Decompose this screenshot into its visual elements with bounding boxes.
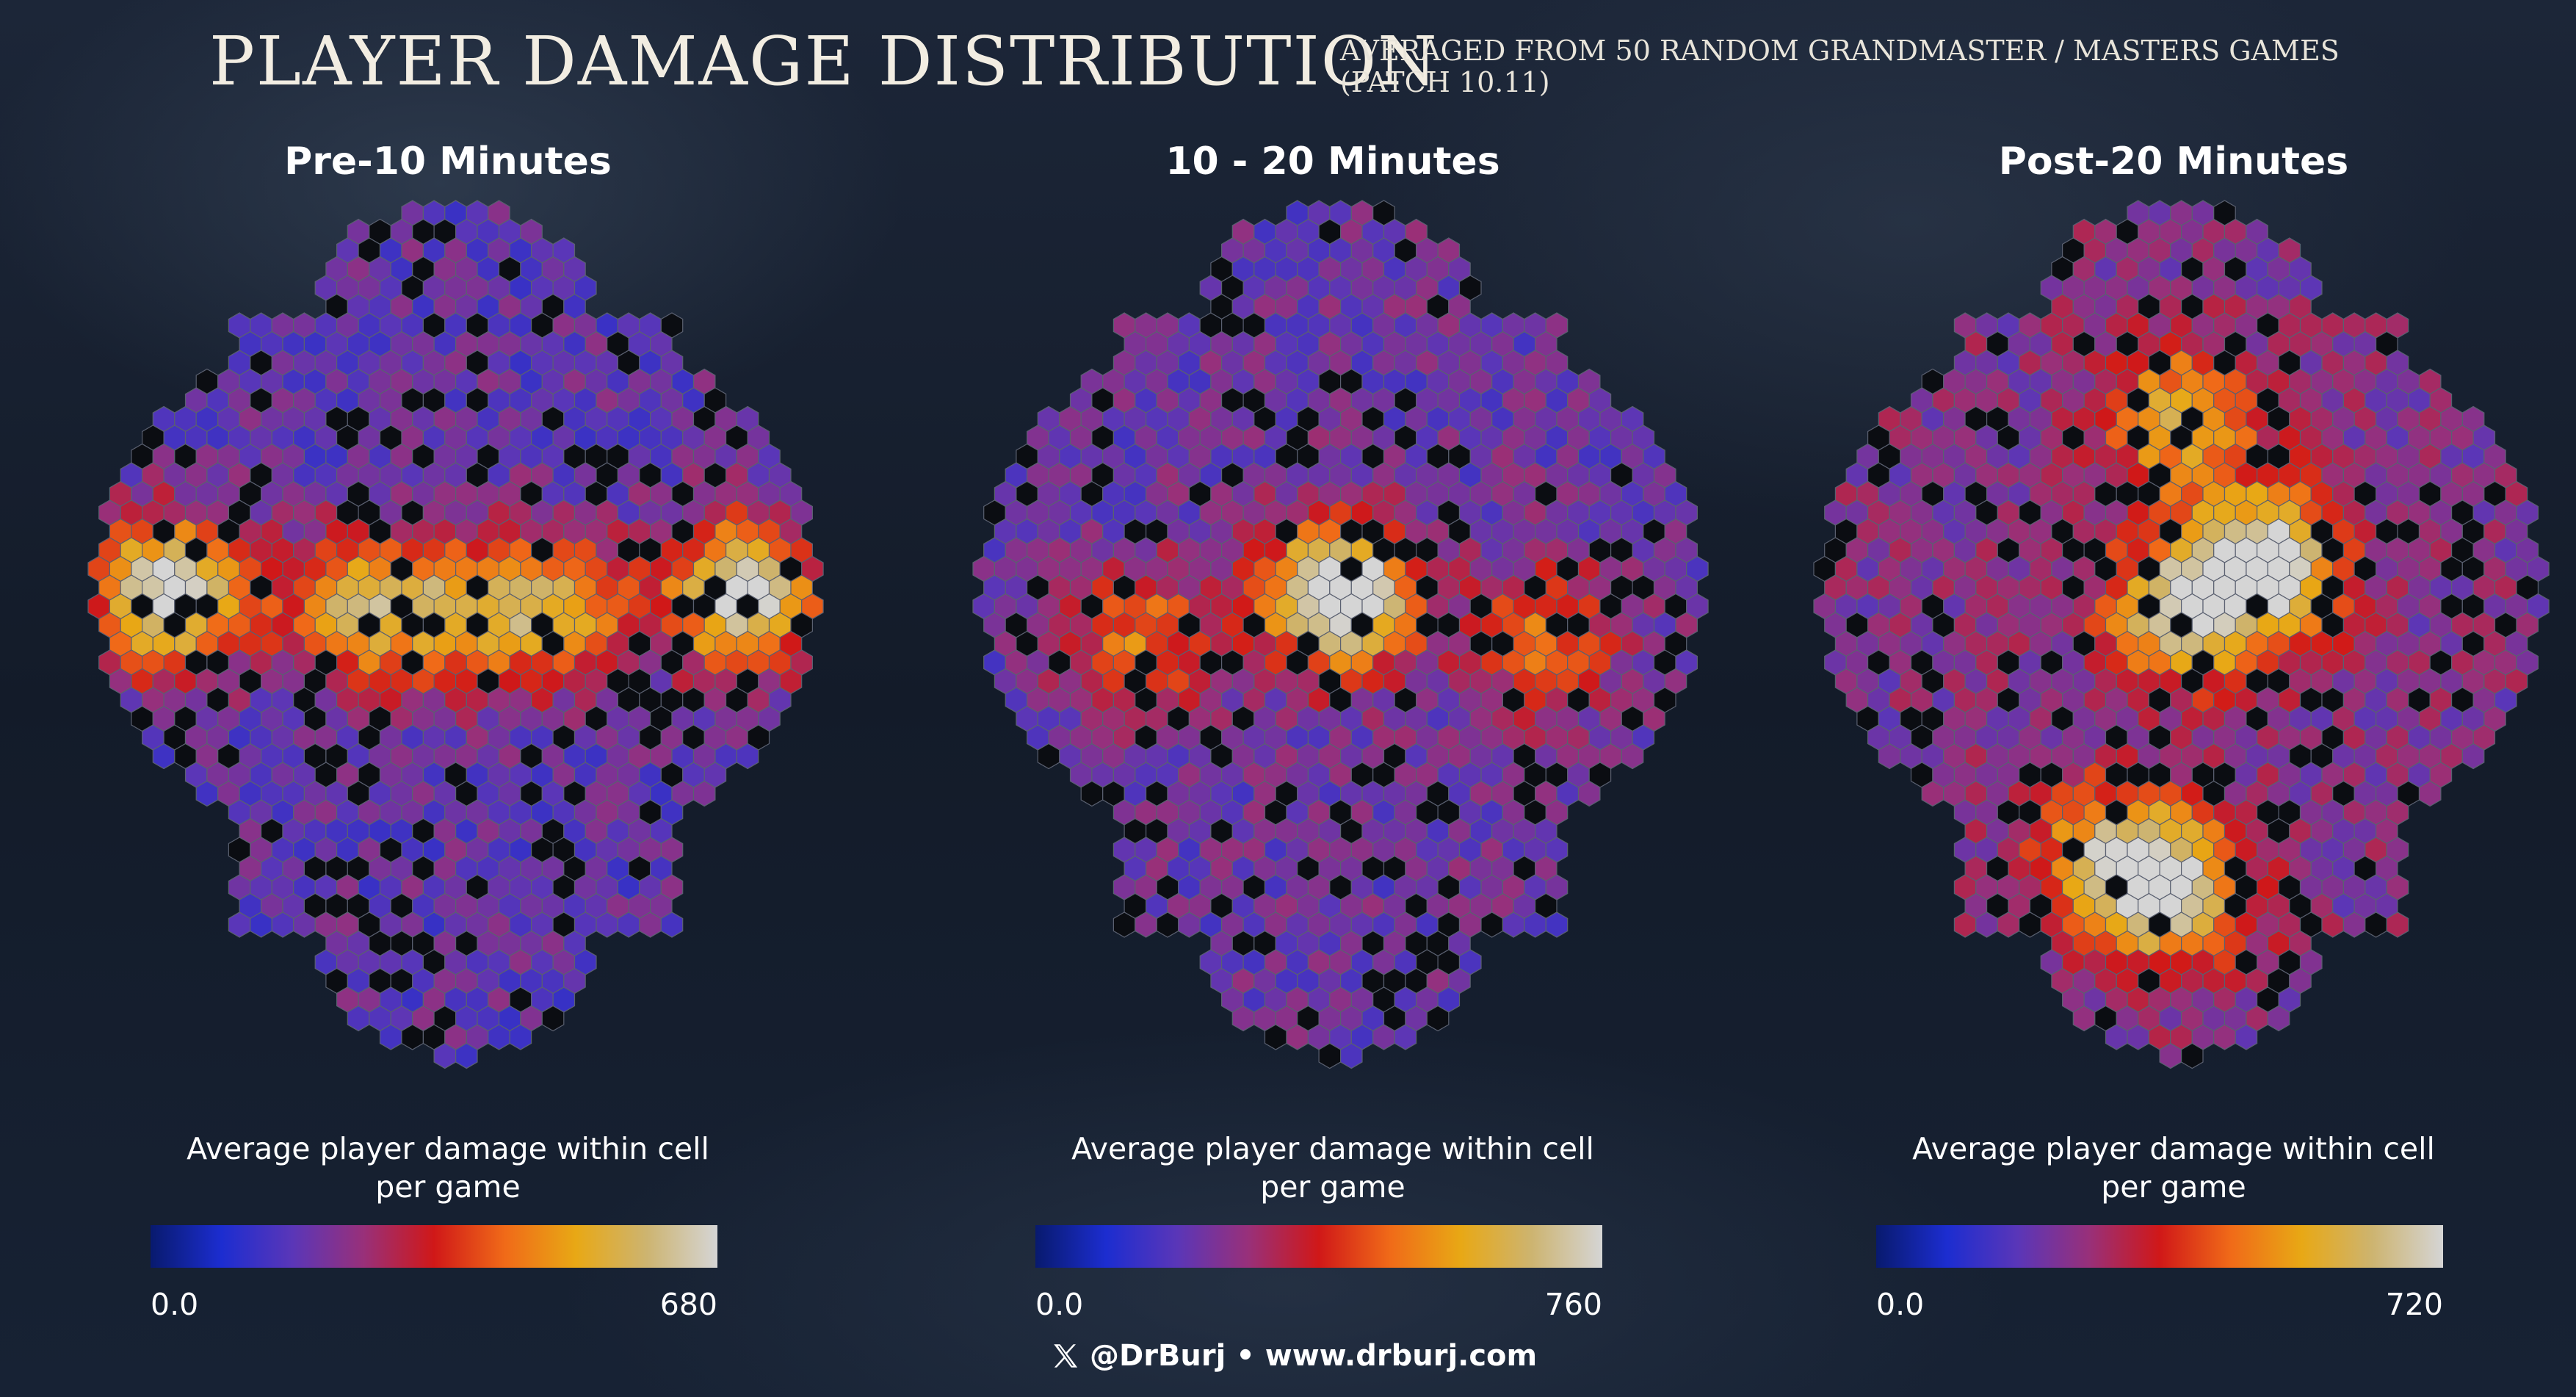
legend-caption-line-1: Average player damage within cell <box>187 1131 709 1166</box>
heatmap-cell <box>692 780 716 807</box>
heatmap-cell <box>736 743 759 770</box>
heatmap-map <box>972 200 1709 1069</box>
heatmap-cell <box>1621 743 1644 770</box>
legend-caption-line-2: per game <box>375 1169 521 1205</box>
page-title: PLAYER DAMAGE DISTRIBUTION <box>209 22 1439 101</box>
legend-caption-line-1: Average player damage within cell <box>1912 1131 2435 1166</box>
page-subtitle: AVERAGED FROM 50 RANDOM GRANDMASTER / MA… <box>1340 35 2340 98</box>
legend-caption-line-1: Average player damage within cell <box>1071 1131 1594 1166</box>
heatmap-cell <box>2461 743 2485 770</box>
heatmap-cell <box>2267 1005 2290 1032</box>
heatmap-cell <box>1577 780 1601 807</box>
heatmap-cell <box>1426 1005 1450 1032</box>
heatmap-cell <box>660 912 684 938</box>
footer-credit[interactable]: @DrBurj • www.drburj.com <box>1050 1335 1537 1376</box>
colorbar-max-label: 760 <box>1544 1287 1602 1322</box>
colorbar <box>1035 1225 1602 1268</box>
legend-caption: Average player damage within cell per ga… <box>44 1130 852 1206</box>
colorbar-gradient <box>1876 1225 2443 1268</box>
heatmap-cell <box>1394 1024 1417 1050</box>
panel-title: 10 - 20 Minutes <box>1165 140 1500 184</box>
colorbar-gradient <box>1035 1225 1602 1268</box>
panel-title: Post-20 Minutes <box>1998 140 2349 184</box>
subtitle-line-1: AVERAGED FROM 50 RANDOM GRANDMASTER / MA… <box>1340 35 2340 67</box>
heatmap-cell <box>2386 912 2409 938</box>
heatmap-cell <box>1545 912 1569 938</box>
colorbar <box>151 1225 717 1268</box>
x-logo-icon <box>1054 1344 1078 1368</box>
colorbar-max-label: 680 <box>659 1287 717 1322</box>
colorbar-min-label: 0.0 <box>151 1287 199 1322</box>
colorbar-gradient <box>151 1225 717 1268</box>
legend-caption-line-2: per game <box>1260 1169 1405 1205</box>
subtitle-line-2: (PATCH 10.11) <box>1340 66 1550 98</box>
colorbar-min-label: 0.0 <box>1876 1287 1925 1322</box>
legend-caption: Average player damage within cell per ga… <box>929 1130 1737 1206</box>
panel-post-20: Post-20 Minutes Average player damage wi… <box>1770 0 2576 1397</box>
heatmap-cell <box>541 1005 565 1032</box>
heatmap-map <box>1813 200 2550 1069</box>
heatmap-map <box>87 200 824 1069</box>
footer-text[interactable]: @DrBurj • www.drburj.com <box>1090 1339 1538 1373</box>
colorbar-max-label: 720 <box>2385 1287 2443 1322</box>
panel-pre-10: Pre-10 Minutes Average player damage wit… <box>44 0 852 1397</box>
heatmap-cell <box>509 1024 532 1050</box>
panel-title: Pre-10 Minutes <box>284 140 612 184</box>
heatmap-cell <box>2180 1042 2204 1069</box>
heatmap-cell <box>2418 780 2442 807</box>
colorbar-min-label: 0.0 <box>1035 1287 1084 1322</box>
colorbar <box>1876 1225 2443 1268</box>
legend-caption-line-2: per game <box>2101 1169 2246 1205</box>
heatmap-cell <box>455 1042 478 1069</box>
heatmap-cell <box>1339 1042 1363 1069</box>
heatmap-cell <box>2235 1024 2258 1050</box>
legend-caption: Average player damage within cell per ga… <box>1770 1130 2576 1206</box>
panel-10-20: 10 - 20 Minutes Average player damage wi… <box>929 0 1737 1397</box>
